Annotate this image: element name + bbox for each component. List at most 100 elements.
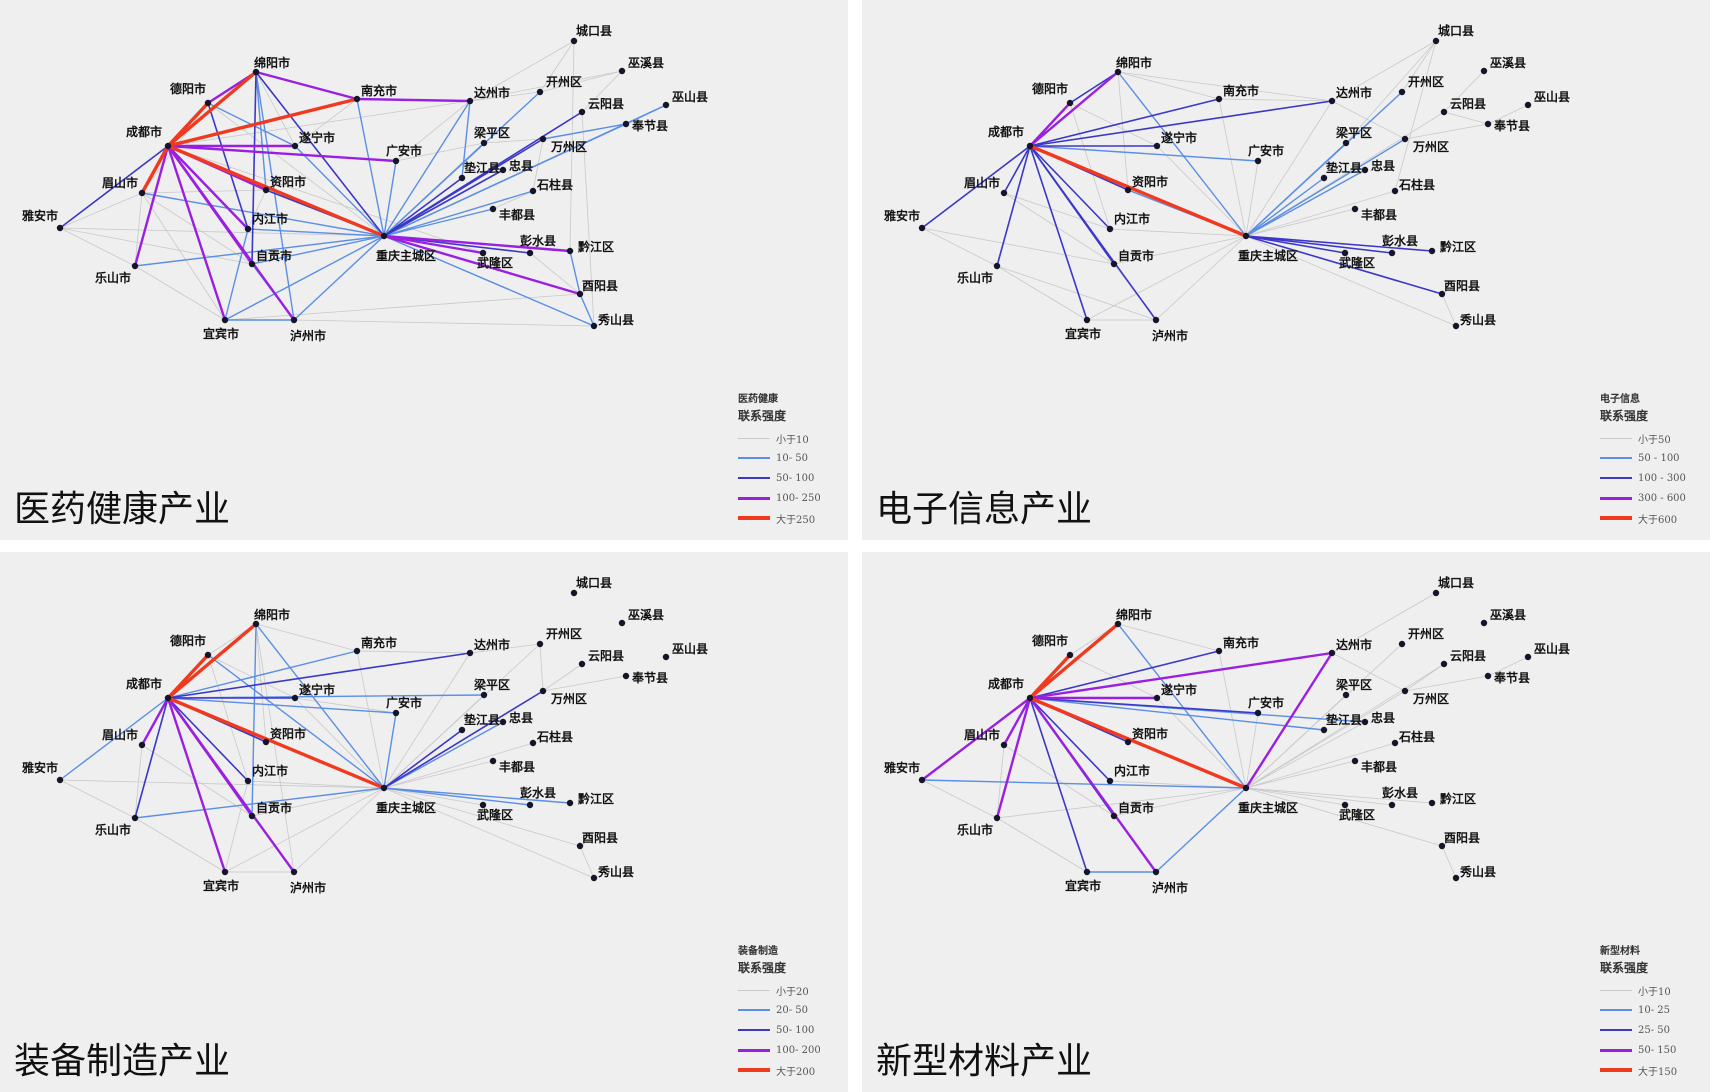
legend-industry: 医药健康: [738, 394, 778, 405]
node-pengshui: [526, 801, 534, 809]
node-zigong: [248, 260, 256, 268]
node-chengdu: [1026, 142, 1034, 150]
edge-chongqing-xiushan: [383, 235, 595, 327]
edge-chengdu-luzhou: [1028, 696, 1158, 874]
edge-liangping-wanzhou: [483, 138, 544, 144]
node-dazhou: [466, 97, 474, 105]
node-label-liangping: 梁平区: [1335, 125, 1372, 140]
node-label-zhongxian: 忠县: [509, 158, 533, 173]
edge-yaan-chongqing: [921, 779, 1247, 789]
edge-deyang-chongqing: [207, 654, 385, 789]
node-pengshui: [1388, 801, 1396, 809]
node-label-zhongxian: 忠县: [509, 710, 533, 725]
node-label-yunyang: 云阳县: [1450, 648, 1486, 663]
node-wanzhou: [539, 135, 547, 143]
node-label-qianjiang: 黔江区: [578, 791, 614, 806]
edge-youyang-xiushan: [1441, 845, 1457, 879]
edge-chongqing-qianjiang: [382, 234, 572, 253]
node-label-dianjiang: 垫江县: [1326, 712, 1362, 727]
node-label-luzhou: 泸州市: [1152, 328, 1188, 343]
edge-youyang-qianjiang: [569, 250, 581, 295]
legend-row: 100 - 300: [1600, 468, 1696, 488]
edge-chengdu-guangan: [1029, 697, 1259, 714]
edge-chongqing-guangan: [1245, 712, 1259, 789]
node-yaan: [56, 224, 64, 232]
node-wushan: [1524, 101, 1532, 109]
node-zhongxian: [1361, 166, 1369, 174]
edge-youyang-xiushan: [1441, 293, 1457, 327]
node-shizhu: [529, 187, 537, 195]
edge-chengdu-meishan: [140, 696, 170, 747]
edge-chengdu-neijiang: [167, 697, 249, 782]
node-leshan: [131, 814, 139, 822]
edge-chengdu-leshan: [134, 697, 169, 819]
edge-meishan-ziyang: [141, 189, 267, 194]
edge-mianyang-chongqing: [255, 71, 385, 237]
node-label-qianjiang: 黔江区: [578, 239, 614, 254]
edge-chengkou-dazhou: [1331, 40, 1437, 102]
edge-chengdu-zigong: [166, 696, 254, 818]
edge-wushan-fengjie: [1487, 656, 1529, 677]
edge-nanchong-chongqing: [1218, 98, 1247, 237]
edge-yunyang-xiushan: [581, 111, 595, 327]
node-chengkou: [1432, 589, 1440, 597]
legend-row: 小于10: [738, 428, 834, 448]
legend-title: 联系强度: [738, 409, 787, 423]
edges-group: [59, 40, 667, 327]
edges-group: [921, 40, 1529, 327]
legend-industry: 装备制造: [738, 946, 778, 957]
edge-chongqing-guangan: [383, 712, 397, 789]
legend-row: 300 - 600: [1600, 488, 1696, 508]
edge-leshan-yibin: [996, 265, 1088, 321]
legend-row: 50 - 100: [1600, 448, 1696, 468]
node-label-pengshui: 彭水县: [520, 233, 556, 248]
edge-chongqing-yunyang: [1245, 663, 1445, 789]
node-label-yaan: 雅安市: [883, 208, 920, 223]
node-label-ziyang: 资阳市: [270, 174, 306, 189]
node-chengdu: [164, 142, 172, 150]
edge-mianyang-ziyang: [1117, 71, 1129, 191]
legend: 医药健康 联系强度 小于10 10- 50 50- 100 100- 250 大…: [738, 390, 834, 528]
node-yibin: [221, 316, 229, 324]
node-label-meishan: 眉山市: [964, 727, 1000, 742]
edge-chengdu-deyang: [1028, 653, 1072, 700]
node-chengkou: [1432, 37, 1440, 45]
node-zigong: [1110, 812, 1118, 820]
node-label-neijiang: 内江市: [1114, 211, 1150, 226]
edge-mianyang-zigong: [251, 71, 257, 265]
edge-chongqing-fengdu: [1245, 208, 1356, 237]
edge-chongqing-nanchong: [356, 98, 385, 237]
edge-yaan-leshan: [59, 779, 136, 819]
legend-row: 小于20: [738, 980, 834, 1000]
node-label-youyang: 酉阳县: [582, 278, 618, 293]
node-label-nanchong: 南充市: [1223, 635, 1259, 650]
node-guangan: [1254, 157, 1262, 165]
node-label-wanzhou: 万州区: [1412, 692, 1449, 706]
node-label-yibin: 宜宾市: [203, 878, 239, 893]
node-label-qianjiang: 黔江区: [1440, 791, 1476, 806]
node-label-luzhou: 泸州市: [1152, 880, 1188, 895]
edge-chengdu-leshan: [133, 144, 170, 268]
node-label-leshan: 乐山市: [957, 822, 993, 837]
edge-pengshui-youyang: [529, 252, 581, 295]
edge-chongqing-suining: [294, 697, 385, 789]
node-label-liangping: 梁平区: [1335, 677, 1372, 692]
edge-chengkou-qianjiang: [569, 40, 575, 252]
node-label-liangping: 梁平区: [473, 125, 510, 140]
node-fengdu: [1351, 757, 1359, 765]
node-label-luzhou: 泸州市: [290, 880, 326, 895]
edge-deyang-neijiang: [207, 102, 249, 230]
edge-deyang-neijiang: [1069, 102, 1111, 230]
legend-title: 联系强度: [1600, 409, 1649, 423]
node-neijiang: [1106, 777, 1114, 785]
edge-leshan-yibin: [996, 817, 1088, 873]
edge-chongqing-pengshui: [1245, 235, 1393, 254]
edge-chengdu-mianyang: [1028, 622, 1120, 700]
edge-chengdu-dianjiang: [1029, 697, 1325, 731]
edge-nanchong-dazhou: [1218, 98, 1333, 102]
edge-meishan-leshan: [134, 192, 143, 267]
panel-title: 电子信息产业: [876, 489, 1093, 530]
